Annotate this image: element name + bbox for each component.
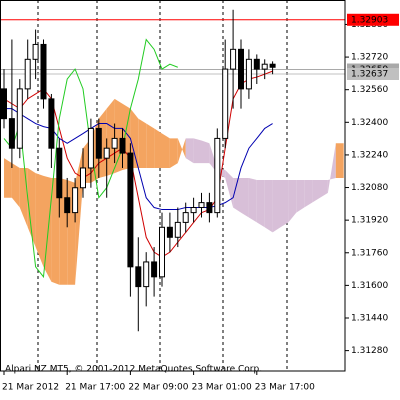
cloud-segment: [146, 123, 155, 168]
candle-body: [230, 48, 237, 70]
candle-body: [253, 58, 260, 70]
candle-body: [269, 63, 276, 68]
candle-body: [16, 88, 23, 149]
candle-body: [151, 261, 158, 278]
price-label: 1.32637: [351, 69, 388, 79]
candle-body: [32, 43, 39, 60]
candle-body: [182, 212, 189, 223]
plot-border: [0, 0, 346, 372]
y-tick-label: 1.31600: [351, 281, 388, 291]
cloud-segment: [162, 133, 170, 168]
y-tick-label: 1.32720: [351, 53, 388, 63]
candle-body: [238, 48, 244, 90]
candle-body: [1, 88, 7, 120]
candle-body: [222, 68, 229, 139]
y-tick-label: 1.32400: [351, 118, 388, 128]
cloud-segment: [280, 179, 289, 228]
price-label: 1.32903: [351, 15, 388, 25]
cloud-segment: [185, 138, 194, 164]
cloud-segment: [201, 140, 210, 164]
plot-area: [0, 0, 345, 371]
cloud-segment: [154, 128, 162, 168]
candle-body: [166, 226, 173, 238]
candle-body: [24, 58, 31, 90]
cloud-segment: [98, 108, 107, 178]
candle-body: [245, 58, 252, 90]
cloud-segment: [335, 143, 344, 178]
candle-body: [80, 167, 86, 189]
y-tick-label: 1.31440: [351, 314, 388, 324]
cloud-segment: [138, 118, 147, 168]
cloud-segment: [106, 98, 115, 176]
cloud-segment: [225, 170, 234, 208]
x-tick-label: 23 Mar 17:00: [255, 383, 315, 393]
candle-body: [72, 187, 79, 214]
cloud-segment: [327, 143, 336, 193]
x-tick-label: 21 Mar 2012: [2, 383, 59, 393]
y-tick-label: 1.31280: [351, 346, 388, 356]
cloud-segment: [248, 177, 257, 223]
candle-body: [198, 202, 205, 209]
cloud-segment: [241, 177, 249, 218]
candle-body: [48, 98, 55, 149]
x-tick-label: 21 Mar 17:00: [65, 383, 125, 393]
watermark: Alpari NZ MT5, © 2001-2012 MetaQuotes So…: [5, 365, 262, 375]
y-tick-label: 1.32080: [351, 183, 388, 193]
cloud-segment: [272, 179, 281, 233]
candle-body: [111, 137, 118, 149]
candle-body: [159, 226, 165, 278]
candle-body: [206, 202, 213, 214]
candle-body: [214, 137, 221, 214]
cloud-segment: [264, 179, 273, 233]
cloud-segment: [256, 179, 265, 228]
cloud-segment: [27, 167, 36, 248]
cloud-segment: [304, 179, 313, 208]
candle-body: [103, 147, 110, 159]
candle-body: [8, 118, 15, 149]
y-tick-label: 1.32240: [351, 150, 388, 160]
cloud-segment: [169, 138, 178, 168]
candle-body: [56, 147, 63, 199]
candle-body: [119, 137, 126, 154]
cloud-segment: [51, 177, 60, 285]
y-tick-label: 1.32560: [351, 85, 388, 95]
cloud-segment: [177, 138, 186, 164]
candle-body: [135, 266, 142, 288]
x-tick-label: 22 Mar 09:00: [128, 383, 188, 393]
price-label-box: [347, 67, 399, 80]
candle-body: [261, 63, 268, 70]
candle-body: [95, 127, 102, 159]
price-label-box: [347, 13, 399, 26]
y-tick-label: 1.31760: [351, 248, 388, 258]
cloud-segment: [233, 177, 241, 213]
candle-body: [64, 197, 71, 214]
x-tick-label: 23 Mar 01:00: [192, 383, 252, 393]
candle-body: [143, 261, 150, 288]
cloud-segment: [35, 173, 44, 267]
cloud-segment: [4, 158, 12, 198]
y-tick-label: 1.31920: [351, 216, 388, 226]
cloud-segment: [114, 98, 123, 174]
candle-body: [40, 43, 47, 100]
candle-body: [174, 221, 181, 238]
candle-body: [190, 207, 197, 214]
candle-body: [127, 152, 134, 268]
cloud-segment: [312, 179, 320, 203]
cloud-segment: [193, 138, 202, 164]
candle-body: [87, 127, 94, 169]
cloud-segment: [288, 179, 297, 223]
cloud-segment: [11, 163, 20, 208]
cloud-segment: [320, 179, 328, 198]
cloud-segment: [296, 179, 305, 213]
